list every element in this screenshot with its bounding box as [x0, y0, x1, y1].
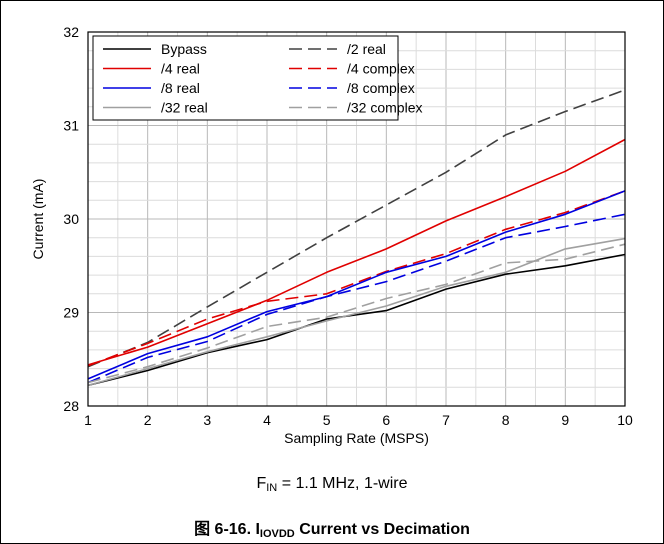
x-tick-label: 8	[502, 412, 510, 428]
series-lines	[87, 89, 626, 387]
x-tick-label: 2	[144, 412, 152, 428]
legend: Bypass/2 real/4 real/4 complex/8 real/8 …	[92, 35, 422, 121]
x-tick-label: 9	[561, 412, 569, 428]
y-tick-label: 32	[63, 24, 79, 40]
x-tick-label: 1	[84, 412, 92, 428]
y-axis-title: Current (mA)	[30, 179, 46, 260]
series-line-32-complex	[87, 243, 626, 384]
y-tick-label: 29	[63, 305, 79, 321]
legend-label: /4 complex	[347, 61, 415, 77]
series-line-4-complex	[87, 190, 626, 367]
series-line-4-real	[87, 138, 626, 366]
x-tick-label: 10	[617, 412, 633, 428]
legend-label: /8 complex	[347, 80, 415, 96]
x-tick-label: 7	[442, 412, 450, 428]
legend-label: /2 real	[347, 41, 386, 57]
legend-label: /32 real	[161, 100, 208, 116]
legend-box	[92, 35, 399, 121]
series-line-8-complex	[87, 213, 626, 384]
legend-label: Bypass	[161, 41, 207, 57]
x-tick-label: 4	[263, 412, 271, 428]
current-vs-sampling-rate-chart: 1 2 3 4 5 6 7 8 9 10 28 29 30 31 32 Sampling Rate (MSPS…	[30, 24, 633, 446]
series-line-8-real	[87, 190, 626, 380]
series-line-bypass	[87, 253, 626, 387]
test-condition: FIN = 1.1 MHz, 1-wire	[256, 475, 408, 494]
legend-label: /32 complex	[347, 100, 422, 116]
y-tick-label: 31	[63, 118, 79, 134]
x-tick-label: 3	[203, 412, 211, 428]
plot-area-border	[87, 31, 626, 407]
series-line-2-real	[87, 89, 626, 368]
legend-label: /4 real	[161, 61, 200, 77]
legend-label: /8 real	[161, 80, 200, 96]
x-axis-title: Sampling Rate (MSPS)	[284, 430, 429, 446]
y-tick-label: 28	[63, 398, 79, 414]
axes: 1 2 3 4 5 6 7 8 9 10 28 29 30 31 32 Sampling Rate (MSPS…	[30, 24, 633, 446]
figure-title: 图 6-16. IIOVDD Current vs Decimation	[194, 521, 470, 540]
y-tick-label: 30	[63, 211, 79, 227]
x-tick-label: 6	[382, 412, 390, 428]
x-tick-label: 5	[323, 412, 331, 428]
